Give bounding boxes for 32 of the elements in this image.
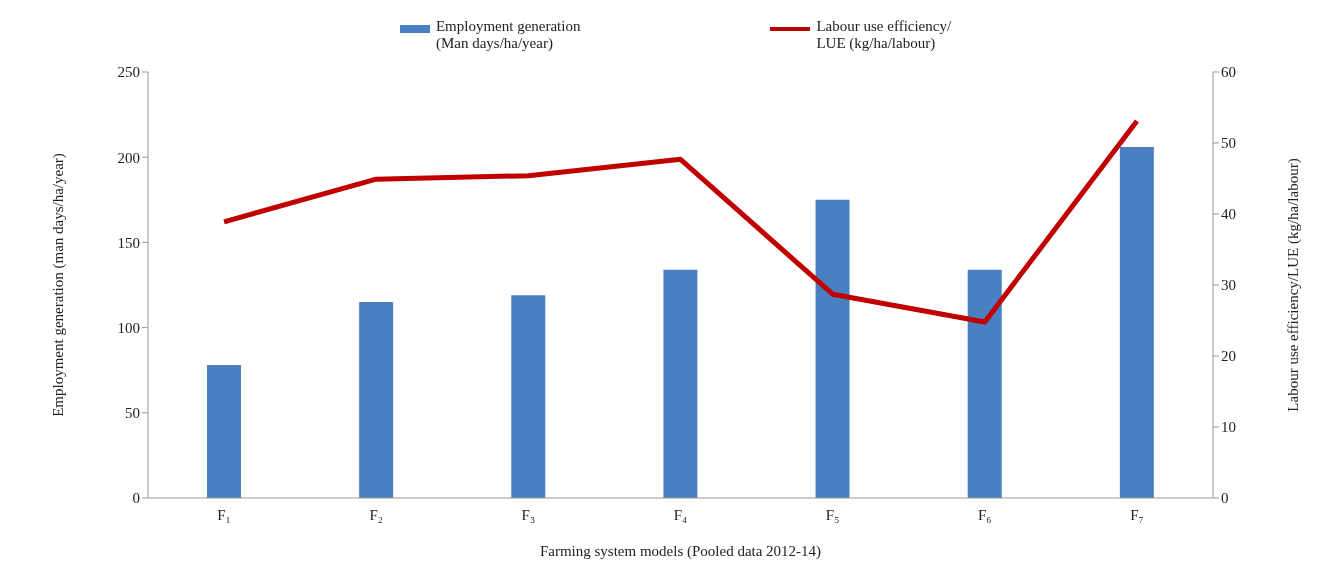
y2-axis-title: Labour use efficiency/LUE (kg/ha/labour) — [1285, 158, 1303, 412]
x-tick-label: F₄ — [673, 507, 688, 523]
y2-tick-label: 30 — [1221, 277, 1236, 294]
bar — [663, 269, 698, 498]
x-tick-label: F₅ — [825, 507, 840, 523]
y2-tick-label: 0 — [1221, 490, 1229, 507]
y-tick-label: 150 — [117, 234, 140, 251]
x-tick-label: F₃ — [521, 507, 536, 523]
y2-tick-label: 20 — [1221, 348, 1236, 365]
legend-label: Labour use efficiency/ LUE (kg/ha/labour) — [816, 18, 952, 52]
bar — [1119, 146, 1154, 498]
x-axis-title: Farming system models (Pooled data 2012-14) — [539, 543, 822, 560]
bar — [511, 295, 546, 498]
y-tick-label: 250 — [117, 64, 140, 81]
x-tick-label: F₁ — [217, 507, 231, 523]
y2-tick-label: 60 — [1221, 64, 1236, 81]
bar — [967, 269, 1002, 498]
y-tick-label: 200 — [117, 149, 140, 166]
bar — [359, 302, 394, 498]
y2-tick-label: 50 — [1221, 135, 1236, 152]
y2-tick-label: 40 — [1221, 206, 1236, 223]
legend-label: Employment generation (Man days/ha/year) — [435, 18, 581, 52]
y2-tick-label: 10 — [1221, 419, 1236, 436]
bar — [815, 199, 850, 498]
y-axis-title: Employment generation (man days/ha/year) — [50, 153, 68, 417]
x-tick-label: F₂ — [369, 507, 383, 523]
y-tick-label: 50 — [125, 405, 140, 422]
y-tick-label: 100 — [117, 319, 140, 336]
y-tick-label: 0 — [132, 490, 140, 507]
bar — [207, 365, 241, 498]
x-tick-label: F₇ — [1130, 507, 1144, 523]
x-tick-label: F₆ — [978, 507, 992, 523]
